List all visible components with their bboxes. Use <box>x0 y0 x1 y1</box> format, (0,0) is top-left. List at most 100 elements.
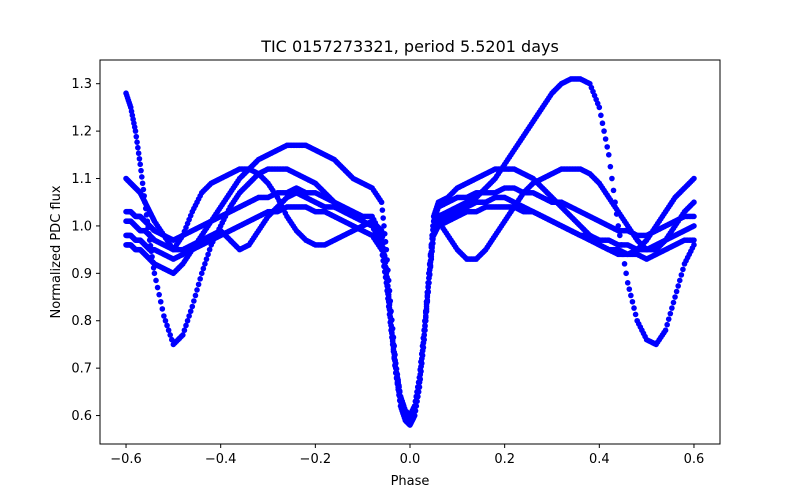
data-point <box>157 298 164 305</box>
data-point <box>429 243 435 250</box>
data-point <box>607 163 614 170</box>
x-tick-label: 0.2 <box>494 452 515 467</box>
data-point <box>186 313 192 319</box>
data-point <box>144 218 151 224</box>
chart-title: TIC 0157273321, period 5.5201 days <box>260 37 559 56</box>
data-point <box>381 223 387 229</box>
data-point <box>132 128 139 134</box>
data-point <box>180 332 186 338</box>
data-point <box>195 281 202 288</box>
data-point <box>691 242 697 248</box>
data-point <box>419 343 426 349</box>
x-tick-label: −0.2 <box>300 452 332 467</box>
x-tick-label: −0.6 <box>110 452 142 467</box>
data-point <box>422 318 428 325</box>
data-point <box>411 403 418 409</box>
data-point <box>183 322 189 329</box>
data-point <box>629 298 636 305</box>
data-point <box>148 248 155 255</box>
data-point <box>665 316 672 322</box>
data-point <box>417 366 424 373</box>
x-tick-label: 0.0 <box>400 452 421 467</box>
data-point <box>422 310 429 316</box>
data-point <box>167 332 173 338</box>
data-point <box>161 313 167 319</box>
data-point <box>203 256 210 262</box>
data-point <box>154 284 161 291</box>
data-point <box>387 314 394 321</box>
data-point <box>386 306 393 313</box>
x-tick-label: 0.6 <box>684 452 705 467</box>
data-point <box>426 267 433 273</box>
data-point <box>136 155 143 162</box>
data-point <box>601 128 607 134</box>
data-point <box>392 358 398 364</box>
data-point <box>388 322 394 329</box>
data-point <box>151 270 158 277</box>
data-point <box>412 398 419 405</box>
data-point <box>422 322 428 329</box>
data-point <box>197 276 203 282</box>
data-point <box>385 298 392 305</box>
y-tick-label: 1.2 <box>71 125 92 140</box>
data-point <box>184 317 191 324</box>
data-point <box>414 389 420 395</box>
data-point <box>385 291 391 297</box>
data-point <box>604 144 610 150</box>
data-point <box>669 305 675 311</box>
data-point <box>389 336 396 343</box>
data-point <box>202 261 208 267</box>
data-point <box>134 139 140 145</box>
data-point <box>394 374 401 381</box>
data-point <box>379 207 386 213</box>
data-point <box>670 299 677 306</box>
data-point <box>430 235 436 242</box>
y-tick-label: 0.6 <box>71 409 92 424</box>
data-point <box>413 393 420 400</box>
data-point <box>424 292 431 299</box>
x-axis-ticks: −0.6 −0.4 −0.2 0.0 0.2 0.4 0.6 <box>110 444 704 467</box>
data-point <box>380 215 386 221</box>
data-point <box>156 291 162 298</box>
data-point <box>206 246 213 253</box>
data-point <box>662 327 669 334</box>
data-point <box>615 223 622 229</box>
data-point <box>194 287 200 293</box>
x-tick-label: −0.4 <box>205 452 237 467</box>
data-point <box>605 152 612 158</box>
data-point <box>181 327 188 334</box>
data-point <box>164 322 170 329</box>
data-point <box>676 277 683 284</box>
data-point <box>632 311 639 318</box>
y-tick-label: 1.0 <box>71 219 92 234</box>
data-point <box>664 321 670 328</box>
data-point <box>382 269 389 276</box>
data-point <box>396 389 403 395</box>
data-point <box>393 370 400 376</box>
data-point <box>631 305 637 311</box>
data-point <box>421 327 428 334</box>
data-point <box>205 251 211 258</box>
y-axis-label: Normalized PDC flux <box>49 185 64 318</box>
data-point <box>691 237 697 243</box>
data-point <box>428 251 435 258</box>
data-point <box>415 379 422 386</box>
y-tick-label: 1.3 <box>71 77 92 92</box>
data-point <box>187 308 194 315</box>
y-axis-ticks: 0.6 0.7 0.8 0.9 1.0 1.1 1.2 1.3 <box>71 77 100 424</box>
series-6 <box>123 189 697 419</box>
data-point <box>416 374 423 381</box>
data-point <box>678 272 685 278</box>
data-point <box>423 301 430 307</box>
data-point <box>378 242 385 248</box>
data-point <box>135 150 142 157</box>
y-tick-label: 0.8 <box>71 314 92 329</box>
data-point <box>623 270 629 277</box>
data-point <box>415 384 421 390</box>
data-point <box>426 275 432 281</box>
data-point <box>691 175 697 182</box>
data-point <box>393 365 399 371</box>
y-tick-label: 0.7 <box>71 362 92 377</box>
data-point <box>596 104 603 111</box>
